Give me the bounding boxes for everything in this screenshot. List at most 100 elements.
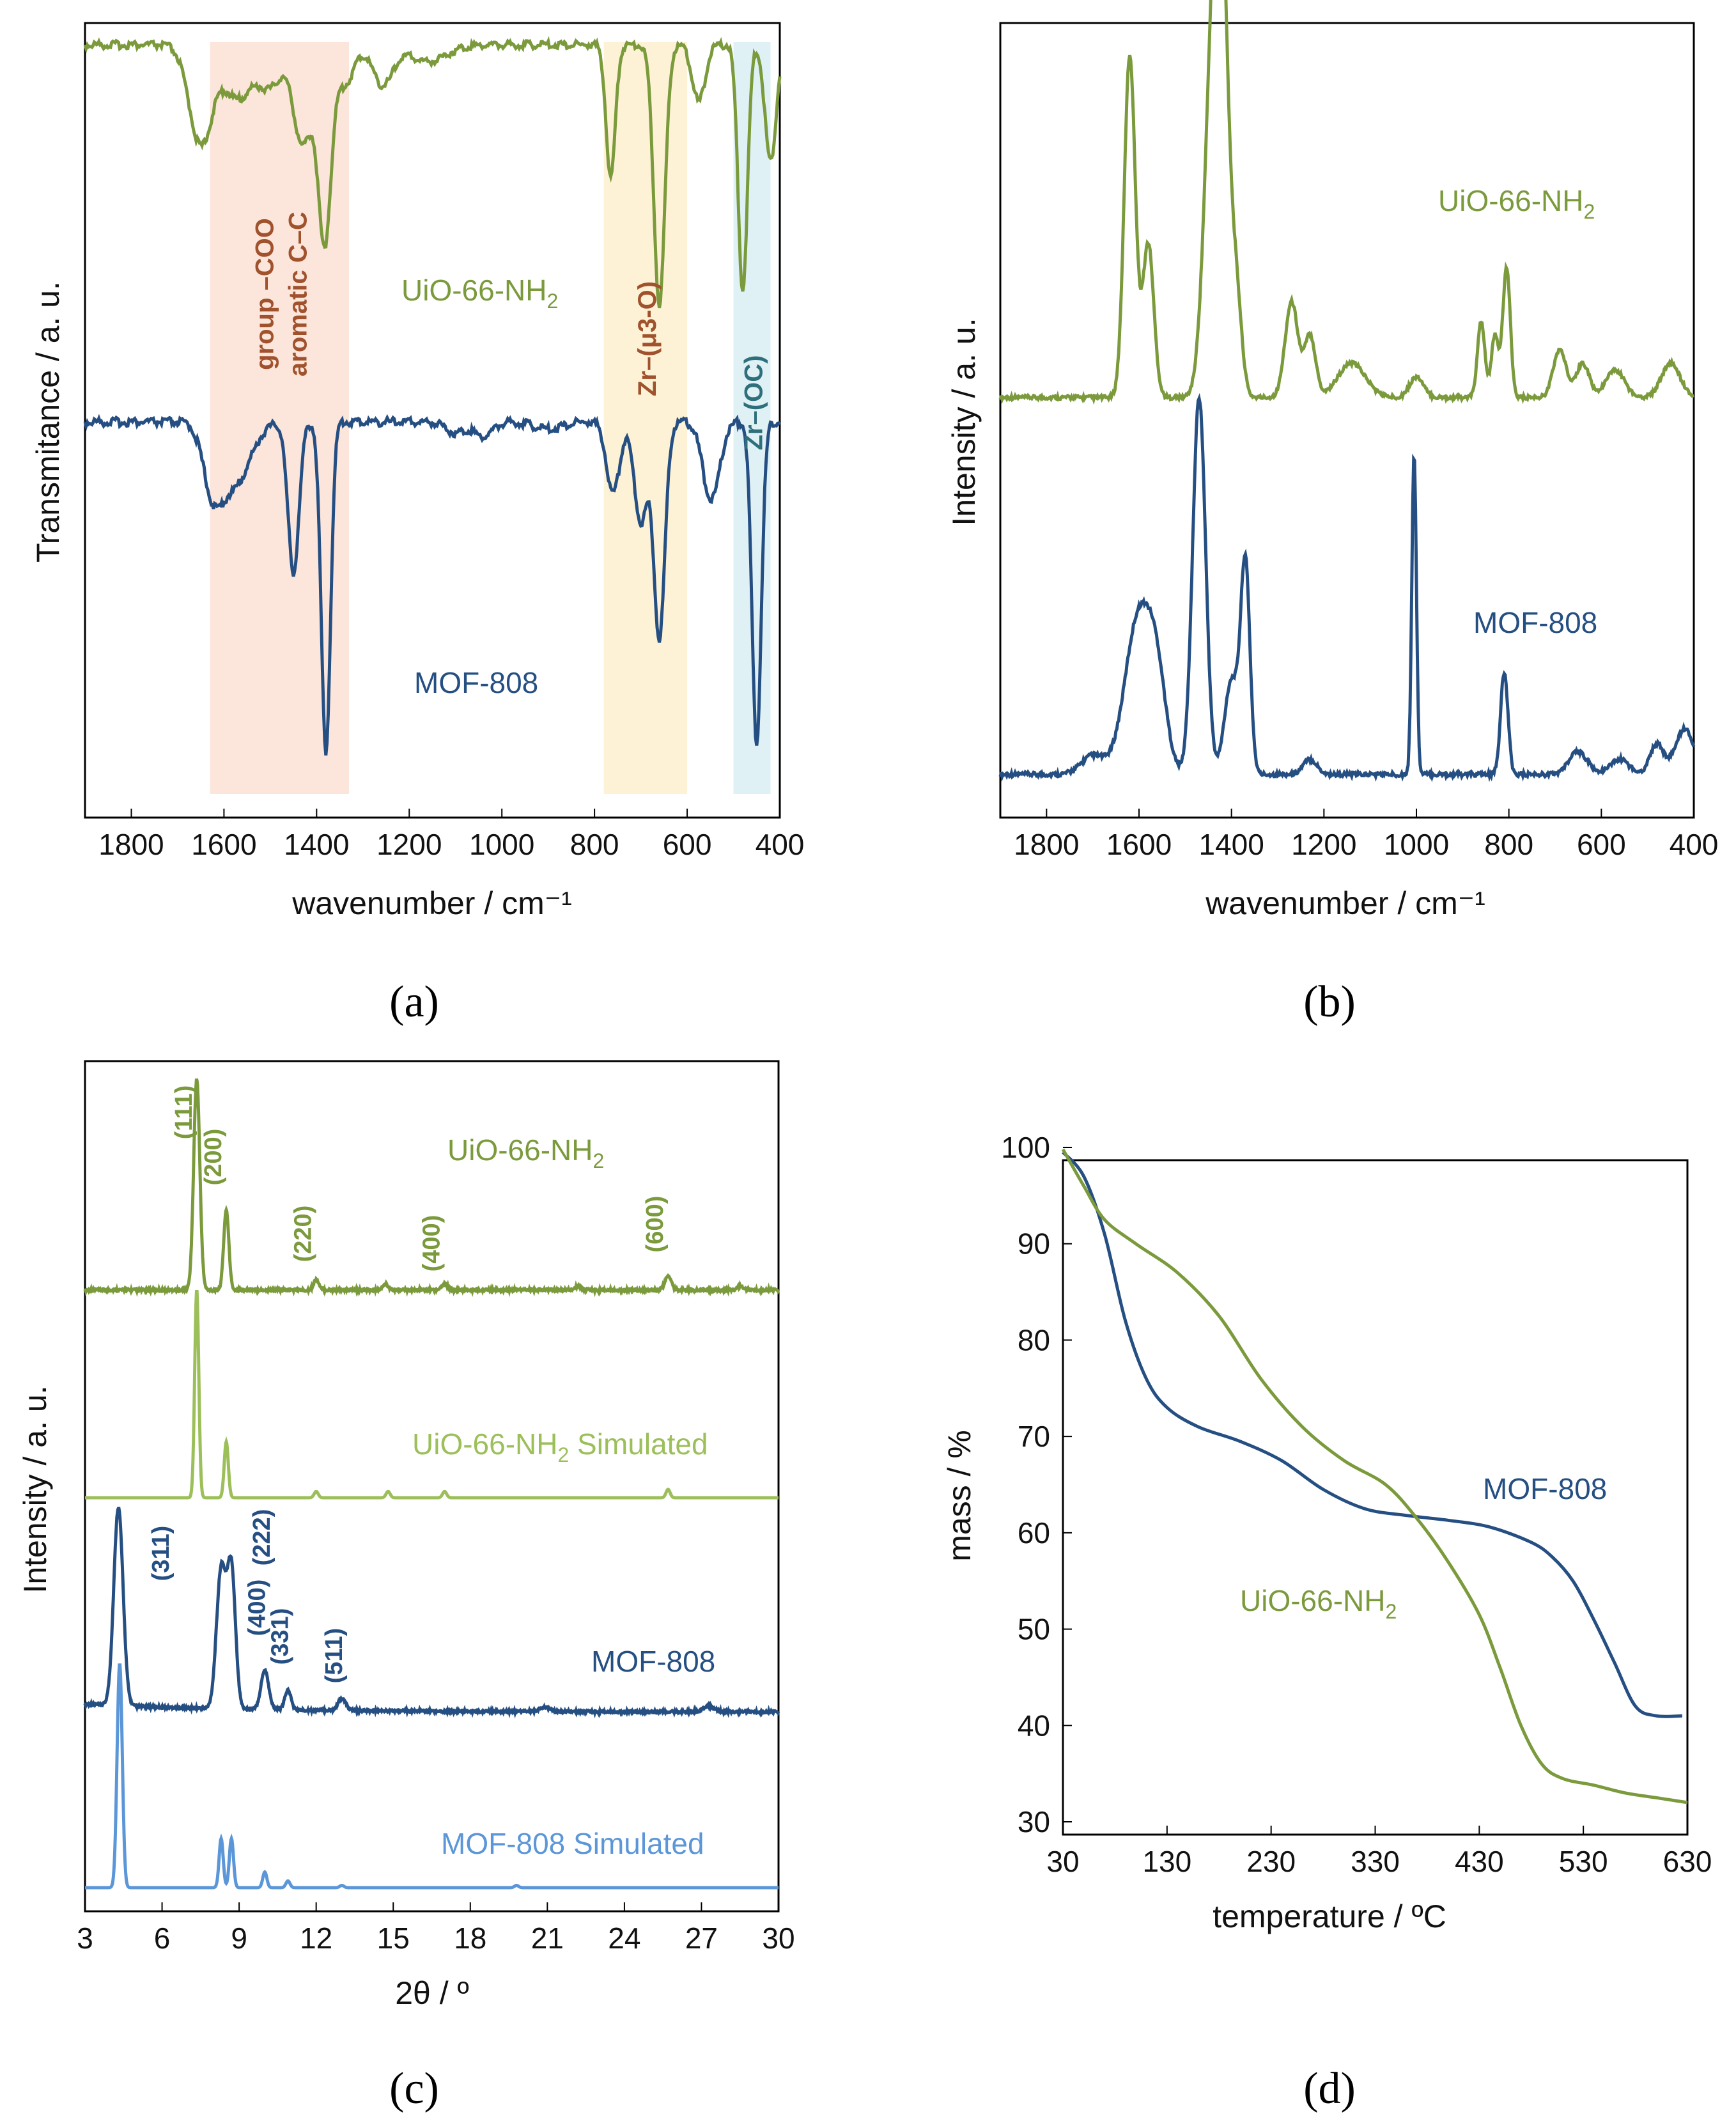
series-label-uio66nh2: UiO-66-NH2 xyxy=(447,1133,604,1172)
series-line-0 xyxy=(1062,1151,1682,1718)
panel-b-x-tick-label: 1400 xyxy=(1198,828,1264,861)
panel-c-x-tick-label: 18 xyxy=(454,1922,486,1955)
panel-a-x-tick-label: 1400 xyxy=(284,828,349,861)
panel-a-xlabel: wavenumber / cm⁻¹ xyxy=(291,885,572,921)
panel-c-x-tick-label: 6 xyxy=(154,1922,171,1955)
panel-a-band-labels: group –COO aromatic C–C Zr–(μ3-O) Zr–(OC) xyxy=(251,212,768,450)
reflection-label: (331) xyxy=(267,1608,293,1665)
panel-b-series xyxy=(998,0,1696,782)
panel-c-x-tick-label: 30 xyxy=(762,1922,794,1955)
panel-d-y-tick-label: 40 xyxy=(1018,1709,1050,1742)
reflection-label: (400) xyxy=(419,1215,446,1272)
series-line-2 xyxy=(83,1507,780,1719)
panel-a-x-tick-label: 1000 xyxy=(469,828,534,861)
panel-d-ylabel: mass / % xyxy=(942,1430,977,1562)
panel-b-x-tick-label: 1200 xyxy=(1291,828,1356,861)
panel-a: 1800 1600 1400 1200 1000 800 600 400 group –COO… xyxy=(30,22,804,1027)
panel-c-series xyxy=(83,1078,780,1890)
panel-c-ylabel: Intensity / a. u. xyxy=(17,1385,53,1593)
reflection-label: (600) xyxy=(642,1196,669,1253)
panel-a-x-tick-label: 400 xyxy=(756,828,805,861)
series-line-1 xyxy=(998,392,1696,782)
panel-a-x-tick-label: 800 xyxy=(570,828,619,861)
series-line-0 xyxy=(998,0,1694,405)
panel-d-x-tick-label: 530 xyxy=(1559,1845,1608,1878)
panel-b-x-ticks: 1800 1600 1400 1200 1000 800 600 400 xyxy=(1014,809,1718,861)
panel-a-x-tick-label: 1600 xyxy=(191,828,256,861)
series-label-uio66nh2: UiO-66-NH2 xyxy=(1438,184,1595,223)
panel-b: 1800 1600 1400 1200 1000 800 600 400 Intensity … xyxy=(946,0,1718,1027)
panel-a-x-ticks: 1800 1600 1400 1200 1000 800 600 400 xyxy=(98,809,804,861)
panel-d-ticks: 30 130 230 330 430 530 630 30 40 50 60 70 80 90 100 xyxy=(1001,1131,1712,1878)
panel-d: 30 130 230 330 430 530 630 30 40 50 60 70 80 90 100 ma… xyxy=(942,1131,1712,2113)
panel-d-y-tick-label: 80 xyxy=(1018,1323,1050,1356)
panel-b-caption: (b) xyxy=(1303,977,1356,1027)
panel-c-reflection-labels: (111)(200) (220) (400) (600) (311) (222) (400)… xyxy=(148,1085,669,1684)
panel-c-x-ticks: 3 6 9 12 15 18 21 24 27 30 xyxy=(77,1902,795,1955)
panel-b-x-tick-label: 600 xyxy=(1577,828,1626,861)
panel-c-x-tick-label: 21 xyxy=(531,1922,564,1955)
panel-c-caption: (c) xyxy=(389,2064,439,2113)
panel-d-y-tick-label: 50 xyxy=(1018,1613,1050,1646)
panel-d-xlabel: temperature / ºC xyxy=(1213,1899,1446,1934)
panel-b-x-tick-label: 1600 xyxy=(1106,828,1172,861)
series-line-0 xyxy=(83,36,782,309)
reflection-label: (400) xyxy=(244,1580,270,1636)
panel-d-y-tick-label: 100 xyxy=(1001,1131,1050,1164)
reflection-label: (111) xyxy=(171,1085,198,1140)
series-label-uio66nh2: UiO-66-NH2 xyxy=(401,274,558,313)
panel-a-x-tick-label: 600 xyxy=(663,828,712,861)
panel-d-series xyxy=(1061,1148,1688,1805)
panel-b-x-tick-label: 400 xyxy=(1670,828,1719,861)
panel-c-x-tick-label: 27 xyxy=(685,1922,718,1955)
panel-a-x-tick-label: 1800 xyxy=(98,828,164,861)
panel-c-x-tick-label: 3 xyxy=(77,1922,93,1955)
reflection-label: (222) xyxy=(249,1509,275,1566)
series-label-mof808: MOF-808 xyxy=(414,666,538,699)
panel-a-series xyxy=(83,36,782,756)
series-label-uio66nh2: UiO-66-NH2 xyxy=(1240,1584,1397,1623)
band-highlight xyxy=(210,42,350,794)
panel-d-x-tick-label: 430 xyxy=(1455,1845,1504,1878)
series-label-mof808: MOF-808 xyxy=(591,1645,715,1678)
band-label: group –COO xyxy=(251,218,279,370)
panel-d-y-tick-label: 70 xyxy=(1018,1420,1050,1453)
series-line-1 xyxy=(1061,1148,1688,1805)
panel-c-x-tick-label: 15 xyxy=(377,1922,410,1955)
panel-d-x-tick-label: 330 xyxy=(1351,1845,1400,1878)
reflection-label: (220) xyxy=(290,1206,317,1262)
reflection-label: (511) xyxy=(321,1628,348,1684)
series-line-1 xyxy=(85,1290,779,1500)
panel-d-x-tick-label: 630 xyxy=(1663,1845,1712,1878)
panel-b-ylabel: Intensity / a. u. xyxy=(946,318,982,525)
band-label: Zr–(OC) xyxy=(740,355,768,451)
panel-b-xlabel: wavenumber / cm⁻¹ xyxy=(1205,885,1485,921)
panel-d-x-tick-label: 30 xyxy=(1046,1845,1079,1878)
band-label: aromatic C–C xyxy=(284,212,312,377)
panel-d-y-tick-label: 90 xyxy=(1018,1227,1050,1261)
panel-c: 3 6 9 12 15 18 21 24 27 30 (111)(200) (220) (400) (6… xyxy=(17,1060,795,2113)
panel-c-x-tick-label: 24 xyxy=(608,1922,640,1955)
series-line-3 xyxy=(85,1663,779,1890)
panel-b-frame xyxy=(999,22,1695,819)
series-line-1 xyxy=(83,414,782,756)
series-label-mof808: MOF-808 xyxy=(1473,606,1597,639)
panel-c-x-tick-label: 9 xyxy=(231,1922,247,1955)
panel-d-y-tick-label: 30 xyxy=(1018,1805,1050,1838)
panel-b-x-tick-label: 1000 xyxy=(1384,828,1449,861)
panel-b-x-tick-label: 800 xyxy=(1484,828,1533,861)
series-label-uio66nh2-simulated: UiO-66-NH2 Simulated xyxy=(412,1427,708,1466)
panel-d-y-tick-label: 60 xyxy=(1018,1516,1050,1549)
reflection-label: (200) xyxy=(200,1129,227,1186)
panel-a-x-tick-label: 1200 xyxy=(376,828,442,861)
reflection-label: (311) xyxy=(148,1526,174,1581)
panel-a-bands xyxy=(210,42,771,794)
panel-a-caption: (a) xyxy=(389,977,439,1027)
panel-d-x-tick-label: 230 xyxy=(1246,1845,1296,1878)
band-highlight xyxy=(603,42,688,794)
panel-c-x-tick-label: 12 xyxy=(300,1922,332,1955)
series-label-mof808-simulated: MOF-808 Simulated xyxy=(441,1827,704,1860)
series-label-mof808: MOF-808 xyxy=(1483,1472,1607,1505)
panel-c-frame xyxy=(84,1060,780,1913)
